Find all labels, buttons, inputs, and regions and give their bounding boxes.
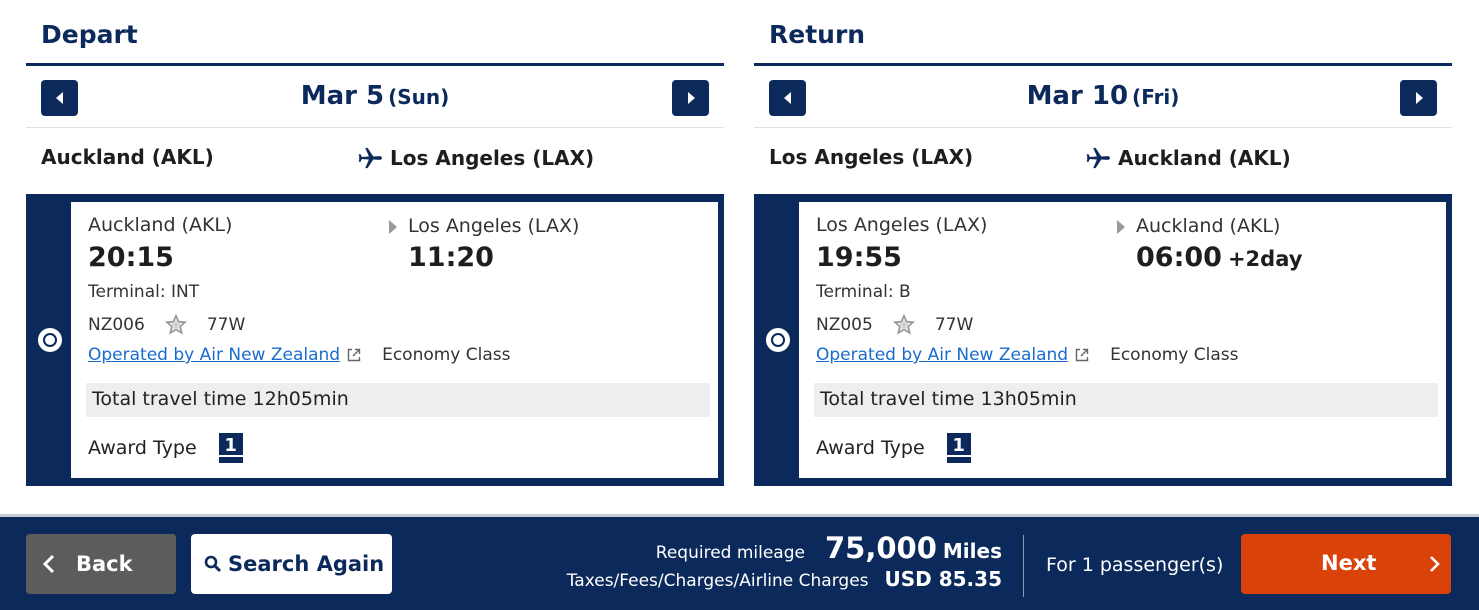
chevron-left-icon: [784, 92, 791, 104]
return-operator-line: Operated by Air New Zealand Economy Clas…: [816, 340, 1438, 370]
depart-flight-number: NZ006: [88, 315, 145, 335]
depart-aircraft: 77W: [206, 315, 246, 335]
taxes-value: USD 85.35: [884, 567, 1002, 591]
return-flight-number: NZ005: [816, 315, 873, 335]
return-award-badge: 1: [946, 433, 971, 463]
return-date-main: Mar 10: [1026, 81, 1129, 111]
taxes-label: Taxes/Fees/Charges/Airline Charges: [566, 571, 869, 591]
return-route-from: Los Angeles (LAX): [769, 145, 974, 169]
return-arr-time-wrap: 06:00 +2day: [1136, 242, 1302, 273]
depart-flight-radio[interactable]: [38, 328, 62, 352]
return-title: Return: [754, 0, 1452, 66]
back-button[interactable]: Back: [26, 534, 176, 594]
external-link-icon[interactable]: [346, 347, 362, 363]
back-button-label: Back: [76, 552, 133, 576]
chevron-right-icon: [1416, 92, 1423, 104]
return-date-row: Mar 10 (Fri): [754, 66, 1452, 128]
return-segment-times: Los Angeles (LAX) 19:55 Auckland (AKL) 0…: [814, 202, 1438, 280]
return-arr-city: Auckland (AKL): [1136, 215, 1281, 237]
return-award-type: Award Type 1: [816, 431, 1438, 465]
caret-right-icon: [389, 220, 397, 234]
depart-total-travel-time: Total travel time 12h05min: [86, 383, 710, 417]
return-flight-radio[interactable]: [766, 328, 790, 352]
star-alliance-icon: [164, 314, 187, 335]
chevron-right-icon: [1430, 556, 1440, 572]
required-miles-value: 75,000: [824, 531, 937, 565]
depart-route-to: Los Angeles (LAX): [390, 146, 595, 170]
required-mileage-line: Required mileage 75,000 Miles: [567, 531, 1002, 565]
depart-terminal: Terminal: INT: [88, 282, 200, 302]
depart-award-type: Award Type 1: [88, 431, 710, 465]
depart-route: Auckland (AKL) Los Angeles (LAX): [26, 128, 724, 194]
airplane-icon: [358, 147, 382, 169]
return-aircraft: 77W: [934, 315, 974, 335]
return-route-to: Auckland (AKL): [1118, 146, 1291, 170]
search-icon: [204, 555, 222, 573]
return-route-to-wrap: Auckland (AKL): [1084, 145, 1291, 171]
mileage-summary: Required mileage 75,000 Miles Taxes/Fees/C…: [567, 531, 1002, 591]
depart-dep-city: Auckland (AKL): [88, 214, 233, 236]
depart-award-badge: 1: [218, 433, 243, 463]
depart-date-main: Mar 5: [300, 81, 385, 111]
depart-date-row: Mar 5 (Sun): [26, 66, 724, 128]
return-column: Return Mar 10 (Fri) Los Angeles (LAX) Auc…: [754, 0, 1452, 486]
chevron-right-icon: [688, 92, 695, 104]
depart-next-day-button[interactable]: [672, 80, 709, 116]
depart-arr-time: 11:20: [408, 242, 494, 273]
depart-flight-details: Auckland (AKL) 20:15 Los Angeles (LAX) 1…: [71, 202, 718, 478]
taxes-line: Taxes/Fees/Charges/Airline Charges USD 85…: [567, 567, 1002, 591]
footer-bar: Back Search Again Required mileage 75,000…: [0, 514, 1479, 610]
return-cabin-class: Economy Class: [1110, 345, 1239, 365]
depart-operator-line: Operated by Air New Zealand Economy Clas…: [88, 340, 710, 370]
return-flight-details: Los Angeles (LAX) 19:55 Auckland (AKL) 0…: [799, 202, 1446, 478]
depart-segment-times: Auckland (AKL) 20:15 Los Angeles (LAX) 1…: [86, 202, 710, 280]
caret-right-icon: [1117, 220, 1125, 234]
depart-date-day: (Sun): [388, 85, 450, 109]
depart-arr-city: Los Angeles (LAX): [408, 215, 580, 237]
depart-flight-line: NZ006 77W: [88, 310, 710, 340]
return-award-label: Award Type: [816, 437, 925, 459]
return-operated-by-link[interactable]: Operated by Air New Zealand: [816, 345, 1069, 365]
return-route: Los Angeles (LAX) Auckland (AKL): [754, 128, 1452, 194]
depart-flight-card[interactable]: Auckland (AKL) 20:15 Los Angeles (LAX) 1…: [26, 194, 724, 486]
return-arr-plus: +2day: [1227, 247, 1303, 271]
depart-cabin-class: Economy Class: [382, 345, 511, 365]
return-date-day: (Fri): [1132, 85, 1180, 109]
return-prev-day-button[interactable]: [769, 80, 806, 116]
star-alliance-icon: [892, 314, 915, 335]
footer-divider: [1023, 535, 1024, 597]
required-mileage-label: Required mileage: [655, 543, 805, 563]
return-terminal: Terminal: B: [816, 282, 911, 302]
return-next-day-button[interactable]: [1400, 80, 1437, 116]
chevron-left-icon: [42, 554, 55, 574]
return-total-travel-time: Total travel time 13h05min: [814, 383, 1438, 417]
depart-route-to-wrap: Los Angeles (LAX): [356, 145, 594, 171]
depart-title: Depart: [26, 0, 724, 66]
return-date: Mar 10 (Fri): [754, 81, 1452, 111]
depart-prev-day-button[interactable]: [41, 80, 78, 116]
external-link-icon[interactable]: [1074, 347, 1090, 363]
depart-date: Mar 5 (Sun): [26, 81, 724, 111]
depart-column: Depart Mar 5 (Sun) Auckland (AKL) Los Ang…: [26, 0, 724, 486]
depart-route-from: Auckland (AKL): [41, 145, 214, 169]
miles-unit: Miles: [942, 539, 1002, 563]
next-button-label: Next: [1321, 551, 1377, 575]
return-dep-time: 19:55: [816, 242, 902, 273]
return-flight-card[interactable]: Los Angeles (LAX) 19:55 Auckland (AKL) 0…: [754, 194, 1452, 486]
return-dep-city: Los Angeles (LAX): [816, 214, 988, 236]
next-button[interactable]: Next: [1241, 534, 1451, 594]
depart-award-label: Award Type: [88, 437, 197, 459]
chevron-left-icon: [56, 92, 63, 104]
return-flight-line: NZ005 77W: [816, 310, 1438, 340]
search-again-label: Search Again: [228, 552, 385, 576]
depart-arr-time-wrap: 11:20: [408, 242, 500, 273]
depart-dep-time: 20:15: [88, 242, 174, 273]
search-again-button[interactable]: Search Again: [191, 534, 392, 594]
airplane-icon: [1086, 147, 1110, 169]
return-arr-time: 06:00: [1136, 242, 1222, 273]
depart-operated-by-link[interactable]: Operated by Air New Zealand: [88, 345, 341, 365]
passenger-count: For 1 passenger(s): [1046, 554, 1224, 576]
